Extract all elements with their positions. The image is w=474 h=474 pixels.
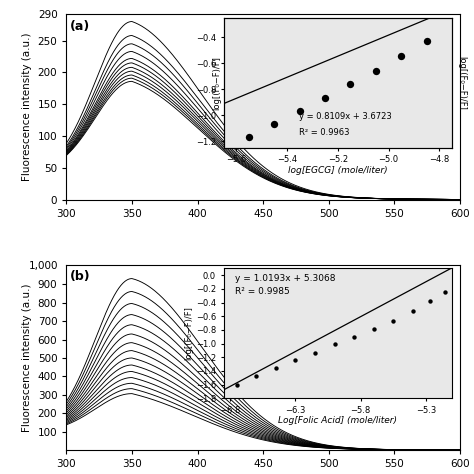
Text: 1,000: 1,000 [28,261,58,271]
Text: (b): (b) [70,270,91,283]
Y-axis label: log[(F₀−F)/F]: log[(F₀−F)/F] [212,56,221,110]
Y-axis label: Fluorescence intensity (a.u.): Fluorescence intensity (a.u.) [22,33,32,181]
Y-axis label: Fluorescence intensity (a.u.): Fluorescence intensity (a.u.) [22,283,32,432]
Text: 290: 290 [38,10,58,20]
Text: (a): (a) [70,20,91,33]
